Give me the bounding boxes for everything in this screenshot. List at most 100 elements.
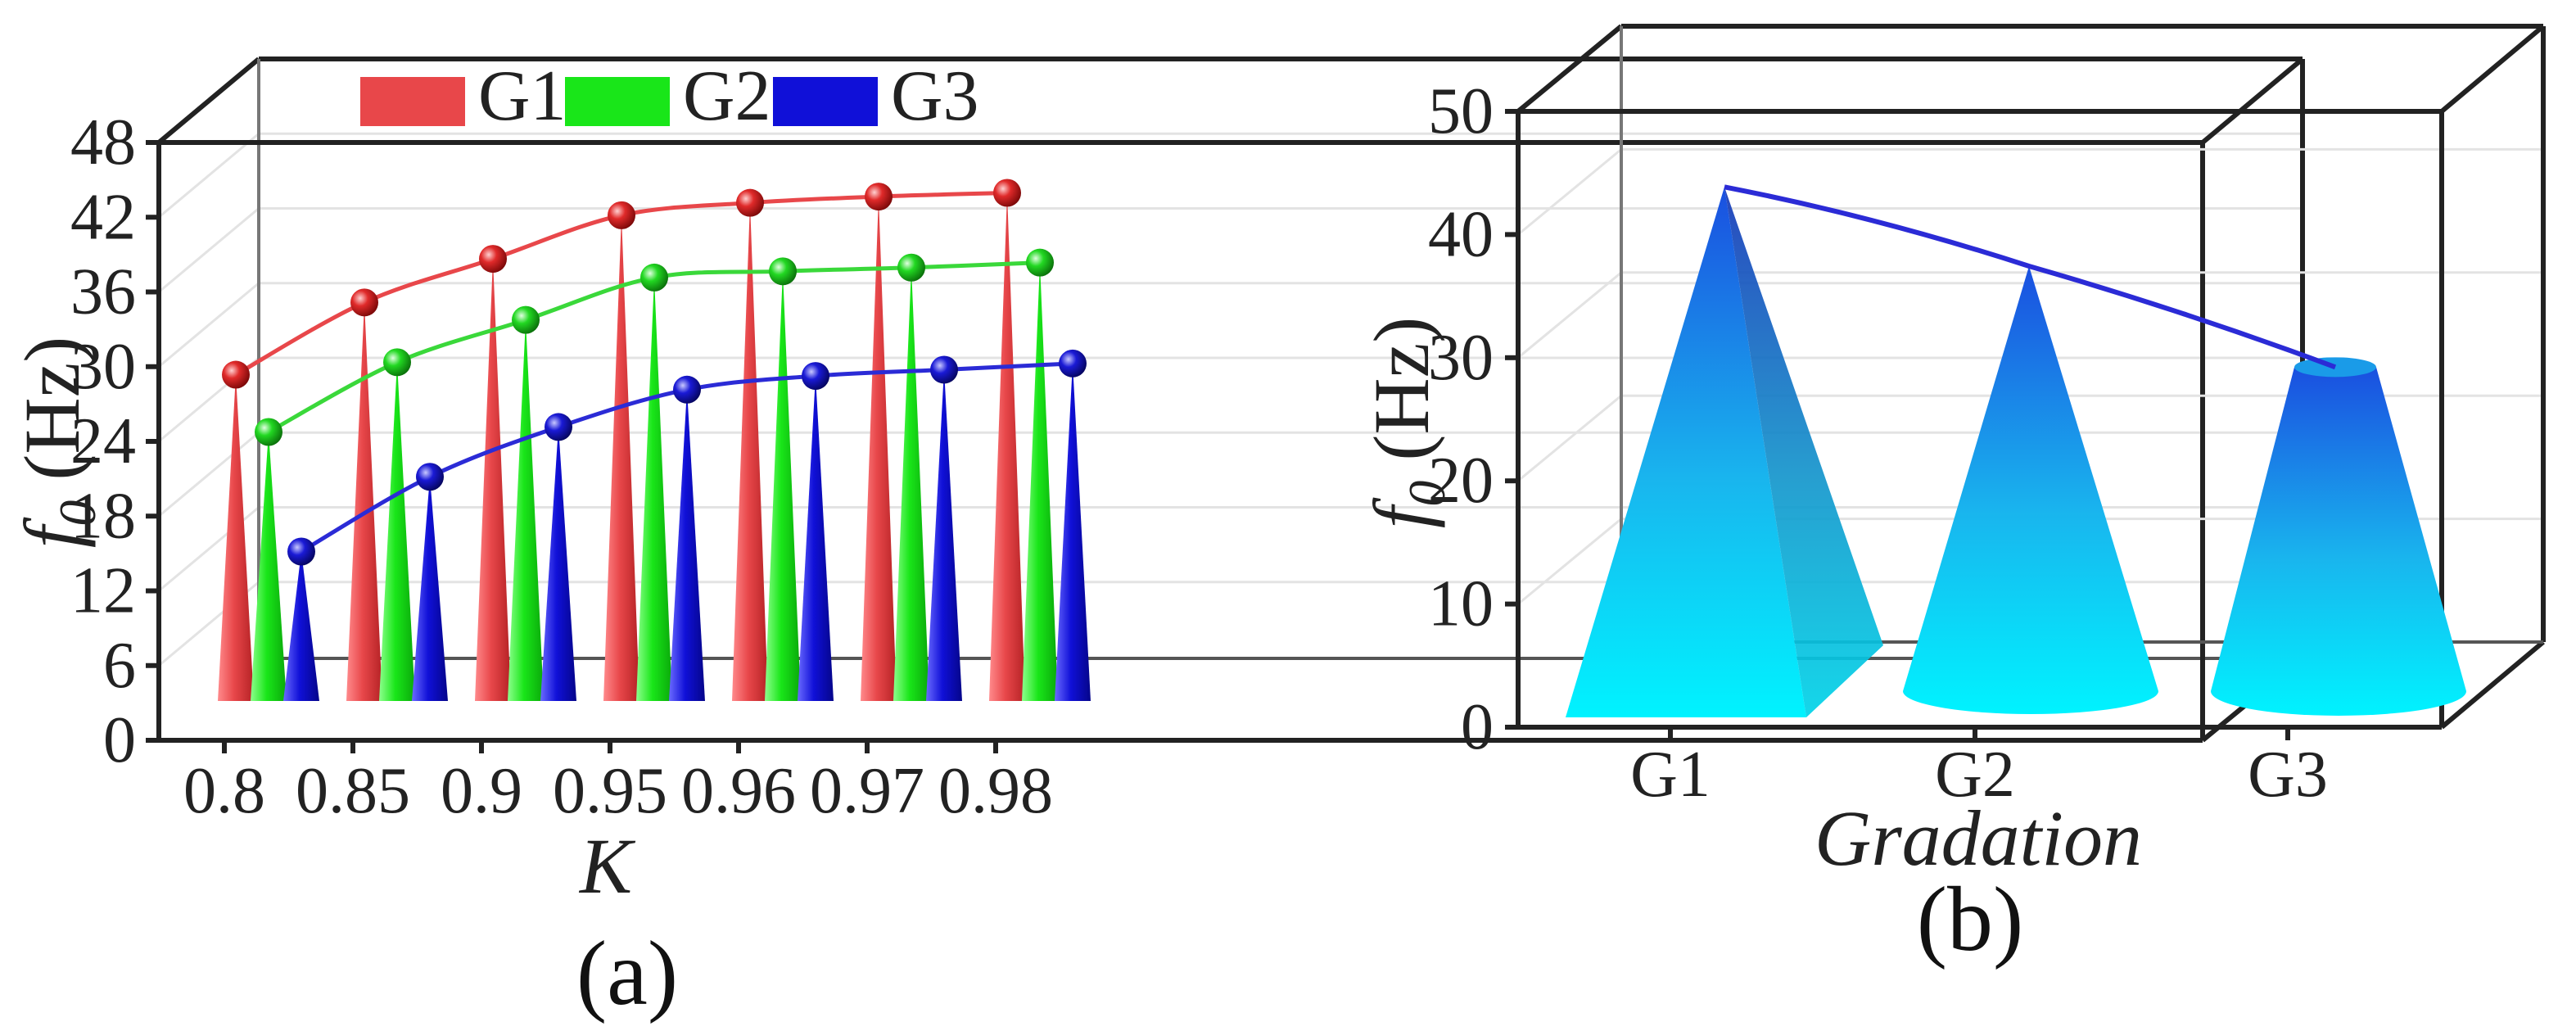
chart-a-point-g3 bbox=[673, 375, 701, 404]
chart-b-y-tick-label: 50 bbox=[1428, 75, 1494, 147]
chart-a-x-tick-label: 0.9 bbox=[441, 755, 522, 827]
chart-a-y-tick-label: 18 bbox=[70, 480, 136, 552]
chart-b-y-tick-label: 40 bbox=[1428, 198, 1494, 270]
chart-b-y-axis-label: f0 (Hz) bbox=[1358, 317, 1456, 529]
chart-a-x-tick-label: 0.95 bbox=[553, 755, 667, 827]
chart-a-legend: G1 G2 G3 bbox=[360, 57, 979, 136]
chart-b-y-tick-label: 0 bbox=[1461, 691, 1494, 763]
chart-a-bar-g3 bbox=[798, 376, 834, 701]
chart-a-bar-g3 bbox=[412, 477, 448, 701]
chart-b-gridline-side bbox=[1517, 395, 1622, 482]
chart-b-gridline-side bbox=[1517, 518, 1622, 605]
chart-a-bar-g3 bbox=[283, 551, 319, 701]
chart-a-bar-g2 bbox=[379, 362, 415, 701]
chart-a-bars bbox=[218, 179, 1091, 702]
chart-b-gridline-side bbox=[1517, 148, 1622, 236]
chart-b-trend-line bbox=[1724, 184, 2337, 370]
chart-b-y-tick-label: 10 bbox=[1428, 568, 1494, 640]
chart-a-x-axis-label: K bbox=[578, 822, 636, 910]
chart-a-point-g3 bbox=[416, 463, 444, 491]
chart-a-point-g2 bbox=[512, 305, 540, 334]
chart-a-x-tick-label: 0.85 bbox=[296, 755, 410, 827]
chart-a-bar-g3 bbox=[926, 369, 962, 701]
chart-a-point-g1 bbox=[993, 179, 1021, 207]
chart-b-cone-g2 bbox=[1903, 266, 2158, 714]
chart-b-pyramid-g1-front bbox=[1566, 187, 1806, 718]
chart-a-point-g2 bbox=[255, 418, 282, 446]
chart-b-frustum-g3 bbox=[2211, 367, 2466, 716]
chart-a-bar-g2 bbox=[251, 432, 287, 701]
chart-b-y-axis-label-sub: 0 bbox=[1398, 481, 1456, 507]
chart-a-y-tick-label: 6 bbox=[103, 630, 136, 702]
chart-a-y-tick-label: 48 bbox=[70, 106, 136, 179]
chart-a-bar-g3 bbox=[1055, 363, 1091, 701]
chart-a-point-g1 bbox=[222, 360, 250, 389]
chart-a-legend-label-g1: G1 bbox=[478, 57, 567, 136]
chart-a-y-axis-label-sub: 0 bbox=[48, 500, 106, 527]
chart-a-point-g1 bbox=[865, 183, 893, 211]
chart-b-y-ticks: 0 10 20 30 40 50 bbox=[1428, 75, 1518, 763]
chart-b-y-axis-label-unit: (Hz) bbox=[1358, 317, 1445, 481]
chart-a-bar-g1 bbox=[346, 302, 382, 701]
chart-a-bar-g2 bbox=[1022, 262, 1058, 702]
chart-a-point-g3 bbox=[287, 537, 315, 566]
chart-a-point-g1 bbox=[736, 188, 764, 217]
chart-a-legend-swatch-g2 bbox=[565, 77, 670, 126]
chart-a-x-ticks: 0.8 0.85 0.9 0.95 0.96 0.97 0.98 bbox=[183, 740, 1053, 827]
chart-a-bar-g3 bbox=[669, 389, 705, 701]
chart-a-y-tick-label: 12 bbox=[70, 555, 136, 627]
chart-a-bar-g1 bbox=[989, 192, 1025, 701]
chart-b-pyramid-g1-side bbox=[1724, 187, 1883, 718]
chart-a-x-tick-label: 0.8 bbox=[183, 755, 265, 827]
chart-a-point-g1 bbox=[479, 245, 507, 274]
chart-a-axes bbox=[156, 142, 2203, 743]
chart-a-y-axis-label: f0 (Hz) bbox=[8, 337, 106, 549]
chart-a-y-tick-label: 42 bbox=[70, 181, 136, 253]
chart-a-bar-g3 bbox=[540, 427, 576, 701]
chart-b-x-ticks: G1 G2 G3 bbox=[1630, 727, 2328, 811]
chart-b: 0 10 20 30 40 50 G1 G2 G3 Gradation f0 (Hz) (b) bbox=[1358, 24, 2546, 970]
chart-a-gridline-side bbox=[158, 282, 260, 368]
chart-a-point-g1 bbox=[608, 201, 635, 229]
chart-a-bar-g1 bbox=[732, 202, 768, 701]
chart-a-y-tick-label: 0 bbox=[103, 704, 136, 776]
chart-a-bar-g1 bbox=[861, 197, 897, 701]
chart-a-point-g2 bbox=[897, 253, 925, 282]
chart-a-y-axis-label-unit: (Hz) bbox=[8, 337, 96, 500]
chart-a-point-g3 bbox=[1059, 349, 1087, 378]
chart-b-panel-label: (b) bbox=[1917, 869, 2024, 970]
chart-a-bar-g2 bbox=[893, 267, 929, 701]
chart-a-x-tick-label: 0.98 bbox=[938, 755, 1053, 827]
chart-b-x-axis-label: Gradation bbox=[1814, 794, 2142, 882]
chart-b-y-tick-label: 30 bbox=[1428, 322, 1494, 394]
chart-b-cones bbox=[1566, 184, 2466, 718]
chart-a-y-tick-label: 30 bbox=[70, 331, 136, 403]
chart-a-gridline-side bbox=[158, 432, 260, 518]
chart-a-gridline-side bbox=[158, 207, 260, 293]
chart-a-point-g2 bbox=[640, 263, 668, 292]
chart-a-bar-g2 bbox=[636, 277, 672, 702]
chart-b-x-tick-label: G1 bbox=[1630, 739, 1711, 811]
chart-a-point-g3 bbox=[802, 362, 829, 391]
chart-a-x-tick-label: 0.96 bbox=[681, 755, 796, 827]
chart-a-gridline-side bbox=[158, 133, 260, 219]
chart-a-y-tick-label: 24 bbox=[70, 405, 136, 477]
chart-a-bar-g2 bbox=[765, 271, 801, 701]
chart-a-point-g2 bbox=[1026, 248, 1054, 277]
chart-a-gridlines bbox=[158, 57, 2303, 667]
chart-a-y-tick-label: 36 bbox=[70, 256, 136, 328]
chart-a-point-g3 bbox=[545, 413, 572, 441]
chart-a-legend-swatch-g1 bbox=[360, 77, 465, 126]
chart-a-bar-g1 bbox=[218, 374, 254, 701]
chart-a-point-g2 bbox=[383, 348, 411, 377]
chart-a-point-g2 bbox=[769, 257, 797, 286]
chart-b-x-tick-label: G3 bbox=[2248, 739, 2328, 811]
chart-b-x-tick-label: G2 bbox=[1935, 739, 2015, 811]
chart-a-point-g1 bbox=[350, 288, 378, 317]
chart-b-gridline-side bbox=[1517, 271, 1622, 359]
chart-b-y-tick-label: 20 bbox=[1428, 445, 1494, 517]
chart-a-bar-g2 bbox=[508, 319, 544, 701]
chart-a-bar-g1 bbox=[603, 215, 639, 701]
